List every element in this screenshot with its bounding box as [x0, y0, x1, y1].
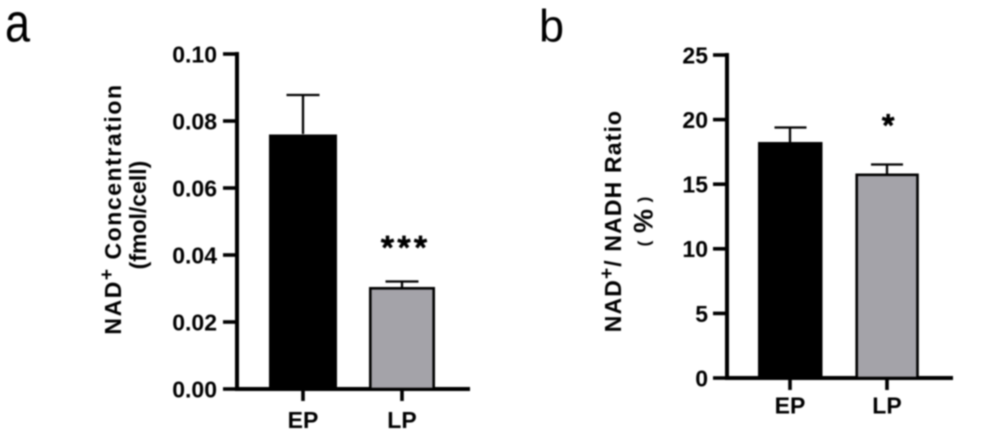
svg-text:0.04: 0.04 [172, 242, 217, 268]
svg-text:(: ( [635, 240, 654, 246]
svg-text:5: 5 [695, 301, 708, 327]
svg-text:0.10: 0.10 [172, 41, 217, 67]
svg-text:25: 25 [682, 42, 708, 68]
svg-text:10: 10 [682, 236, 708, 262]
svg-text:b: b [539, 1, 564, 52]
svg-text:NAD+ Concentration: NAD+ Concentration [97, 83, 126, 334]
svg-text:%: % [629, 209, 659, 233]
svg-text:(fmol/cell): (fmol/cell) [125, 161, 151, 270]
svg-text:0.00: 0.00 [172, 376, 217, 402]
svg-text:a: a [5, 0, 30, 54]
svg-text:NAD+/ NADH Ratio: NAD+/ NADH Ratio [597, 110, 626, 332]
svg-text:LP: LP [872, 393, 901, 419]
svg-text:0.06: 0.06 [172, 175, 217, 201]
svg-text:EP: EP [775, 393, 806, 419]
svg-text:20: 20 [682, 107, 708, 133]
svg-text:0.08: 0.08 [172, 108, 217, 134]
svg-text:0: 0 [695, 365, 708, 391]
svg-text:0.02: 0.02 [172, 309, 217, 335]
svg-text:): ) [635, 197, 654, 203]
svg-text:LP: LP [387, 407, 416, 433]
svg-text:EP: EP [288, 407, 319, 433]
svg-text:15: 15 [682, 172, 708, 198]
